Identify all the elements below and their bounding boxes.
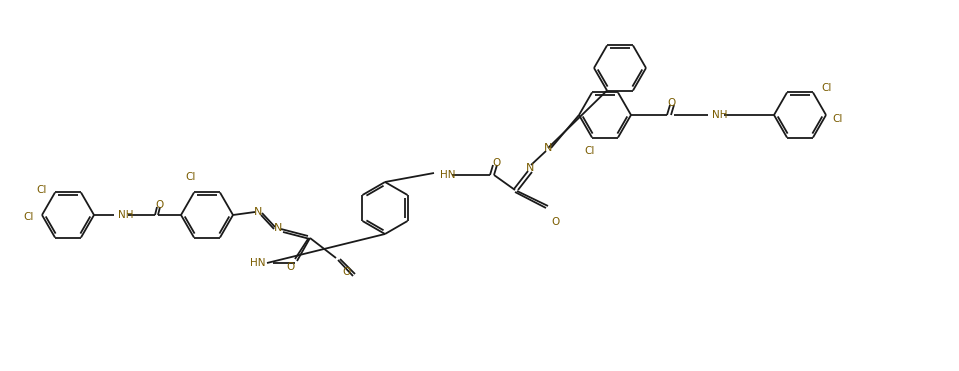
Text: O: O (667, 98, 675, 108)
Text: O: O (286, 262, 294, 272)
Text: Cl: Cl (585, 145, 596, 155)
Text: N: N (274, 223, 282, 233)
Text: Cl: Cl (36, 186, 47, 196)
Text: Cl: Cl (24, 212, 34, 222)
Text: Cl: Cl (832, 114, 842, 124)
Text: O: O (341, 267, 350, 277)
Text: HN: HN (249, 258, 265, 268)
Text: HN: HN (440, 170, 456, 180)
Text: O: O (154, 200, 163, 210)
Text: N: N (526, 163, 534, 173)
Text: Cl: Cl (186, 173, 197, 183)
Text: N: N (544, 143, 552, 153)
Text: O: O (492, 158, 501, 168)
Text: Cl: Cl (821, 83, 831, 93)
Text: N: N (254, 207, 262, 217)
Text: NH: NH (118, 210, 133, 220)
Text: O: O (551, 217, 560, 227)
Text: NH: NH (712, 110, 728, 120)
